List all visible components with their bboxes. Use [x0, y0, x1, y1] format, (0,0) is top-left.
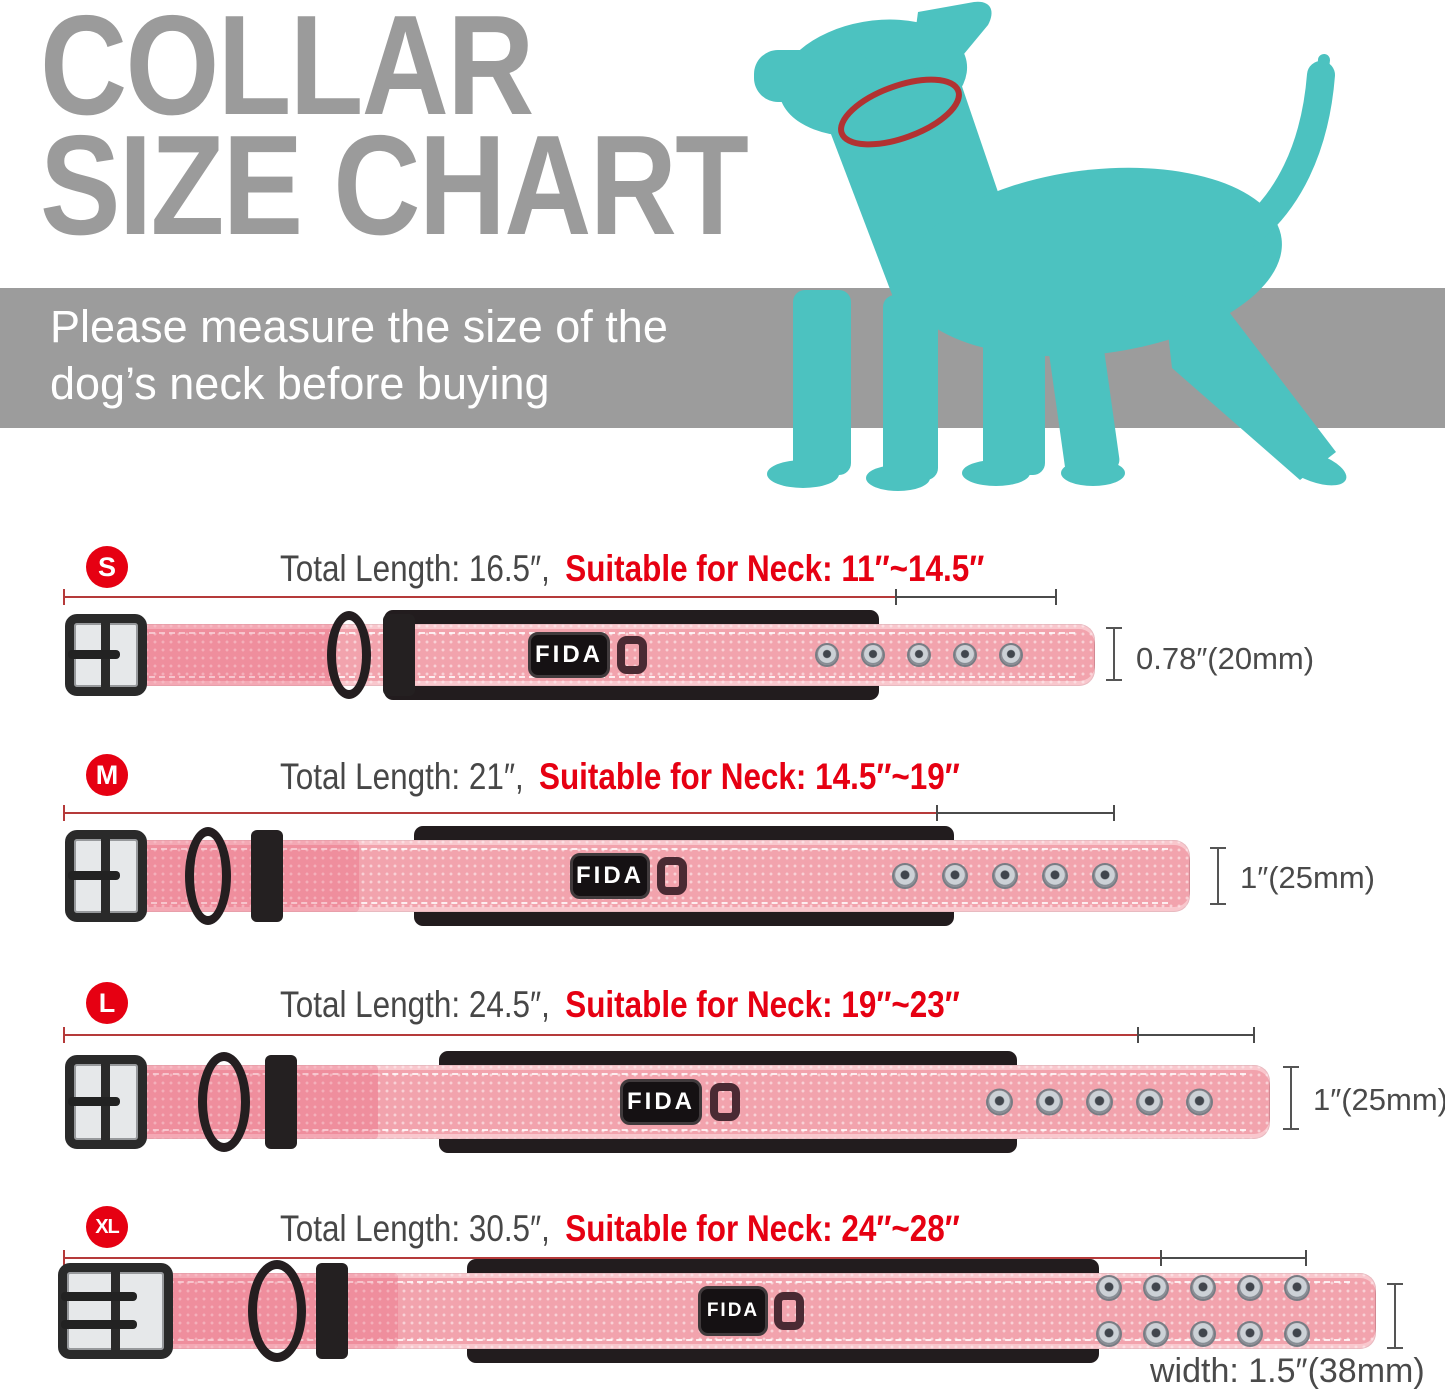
size-specs: Total Length: 24.5″, Suitable for Neck: 1… [280, 984, 960, 1026]
title-line-1: COLLAR [40, 0, 534, 145]
buckle-icon [65, 614, 147, 696]
eyelet [1145, 1323, 1167, 1345]
brand-patch: FIDA [620, 1079, 702, 1125]
width-measure-bracket [1387, 1283, 1403, 1349]
eyelet [1239, 1277, 1261, 1299]
size-badge: M [86, 754, 128, 796]
eyelet [894, 865, 916, 887]
buckle-icon [65, 1055, 147, 1149]
eyelet [817, 645, 837, 665]
eyelet [1286, 1323, 1308, 1345]
eyelet [1044, 865, 1066, 887]
eyelet [1038, 1090, 1061, 1114]
eyelet [1088, 1090, 1111, 1114]
eyelet [1145, 1277, 1167, 1299]
eyelet [1192, 1277, 1214, 1299]
brand-patch: FIDA [698, 1286, 768, 1336]
eyelet [1138, 1090, 1161, 1114]
title-line-2: SIZE CHART [40, 106, 749, 265]
collar-keeper [265, 1055, 297, 1149]
leash-ring-icon [657, 857, 687, 895]
eyelet [1192, 1323, 1214, 1345]
width-measure-bracket [1283, 1066, 1299, 1130]
eyelet [1094, 865, 1116, 887]
collar-image: FIDA [65, 1051, 1270, 1153]
d-ring-icon [327, 611, 371, 699]
d-ring-icon [185, 827, 231, 925]
eyelet [988, 1090, 1011, 1114]
width-measure-bracket [1210, 847, 1226, 905]
width-label: 1″(25mm) [1240, 860, 1375, 895]
eyelet [909, 645, 929, 665]
width-label: width: 1.5″(38mm) [1150, 1352, 1425, 1390]
collar-image: FIDA [65, 826, 1190, 926]
size-badge: S [86, 546, 128, 588]
collar-image: FIDA [58, 1259, 1376, 1363]
dog-silhouette [754, 1, 1347, 491]
width-label: 0.78″(20mm) [1136, 641, 1315, 676]
size-specs: Total Length: 21″, Suitable for Neck: 14.… [280, 756, 960, 798]
collar-image: FIDA [65, 610, 1095, 700]
eyelet [1286, 1277, 1308, 1299]
eyelets [988, 1090, 1211, 1114]
length-measure-line [63, 805, 1115, 821]
total-length-text: Total Length: 24.5″, [280, 984, 550, 1025]
eyelet [955, 645, 975, 665]
width-measure-bracket [1106, 627, 1122, 681]
buckle-icon [65, 830, 147, 922]
total-length-text: Total Length: 30.5″, [280, 1208, 550, 1249]
leash-ring-icon [774, 1292, 804, 1330]
total-length-text: Total Length: 21″, [280, 756, 524, 797]
length-measure-line [63, 589, 1057, 605]
eyelet [1098, 1323, 1120, 1345]
length-measure-line [63, 1250, 1307, 1266]
eyelets [1098, 1277, 1308, 1345]
size-specs: Total Length: 16.5″, Suitable for Neck: 1… [280, 548, 984, 590]
size-specs: Total Length: 30.5″, Suitable for Neck: 2… [280, 1208, 960, 1250]
brand-patch: FIDA [528, 632, 610, 678]
banner-line-2: dog’s neck before buying [50, 358, 550, 409]
leash-ring-icon [617, 636, 647, 674]
size-badge: XL [86, 1206, 128, 1248]
d-ring-icon [248, 1260, 306, 1362]
width-label: 1″(25mm) [1313, 1082, 1445, 1117]
total-length-text: Total Length: 16.5″, [280, 548, 550, 589]
eyelet [994, 865, 1016, 887]
collar-keeper [383, 614, 415, 696]
neck-measurement-ellipse [838, 76, 962, 148]
d-ring-icon [198, 1052, 250, 1152]
eyelet [1098, 1277, 1120, 1299]
buckle-icon [58, 1263, 173, 1359]
eyelet [1001, 645, 1021, 665]
eyelet [1188, 1090, 1211, 1114]
eyelet [1239, 1323, 1261, 1345]
page-title: COLLAR SIZE CHART [40, 0, 749, 265]
leash-ring-icon [710, 1083, 740, 1121]
collar-keeper [251, 830, 283, 922]
brand-patch: FIDA [570, 853, 650, 899]
length-measure-line [63, 1027, 1255, 1043]
neck-range-text: Suitable for Neck: 14.5″~19″ [538, 756, 960, 797]
eyelet [944, 865, 966, 887]
size-badge: L [86, 982, 128, 1024]
neck-range-text: Suitable for Neck: 24″~28″ [565, 1208, 960, 1249]
neck-range-text: Suitable for Neck: 19″~23″ [565, 984, 960, 1025]
eyelet [863, 645, 883, 665]
collar-keeper [316, 1263, 348, 1359]
eyelets [894, 865, 1116, 887]
neck-range-text: Suitable for Neck: 11″~14.5″ [565, 548, 985, 589]
eyelets [817, 645, 1021, 665]
banner-line-1: Please measure the size of the [50, 301, 668, 352]
